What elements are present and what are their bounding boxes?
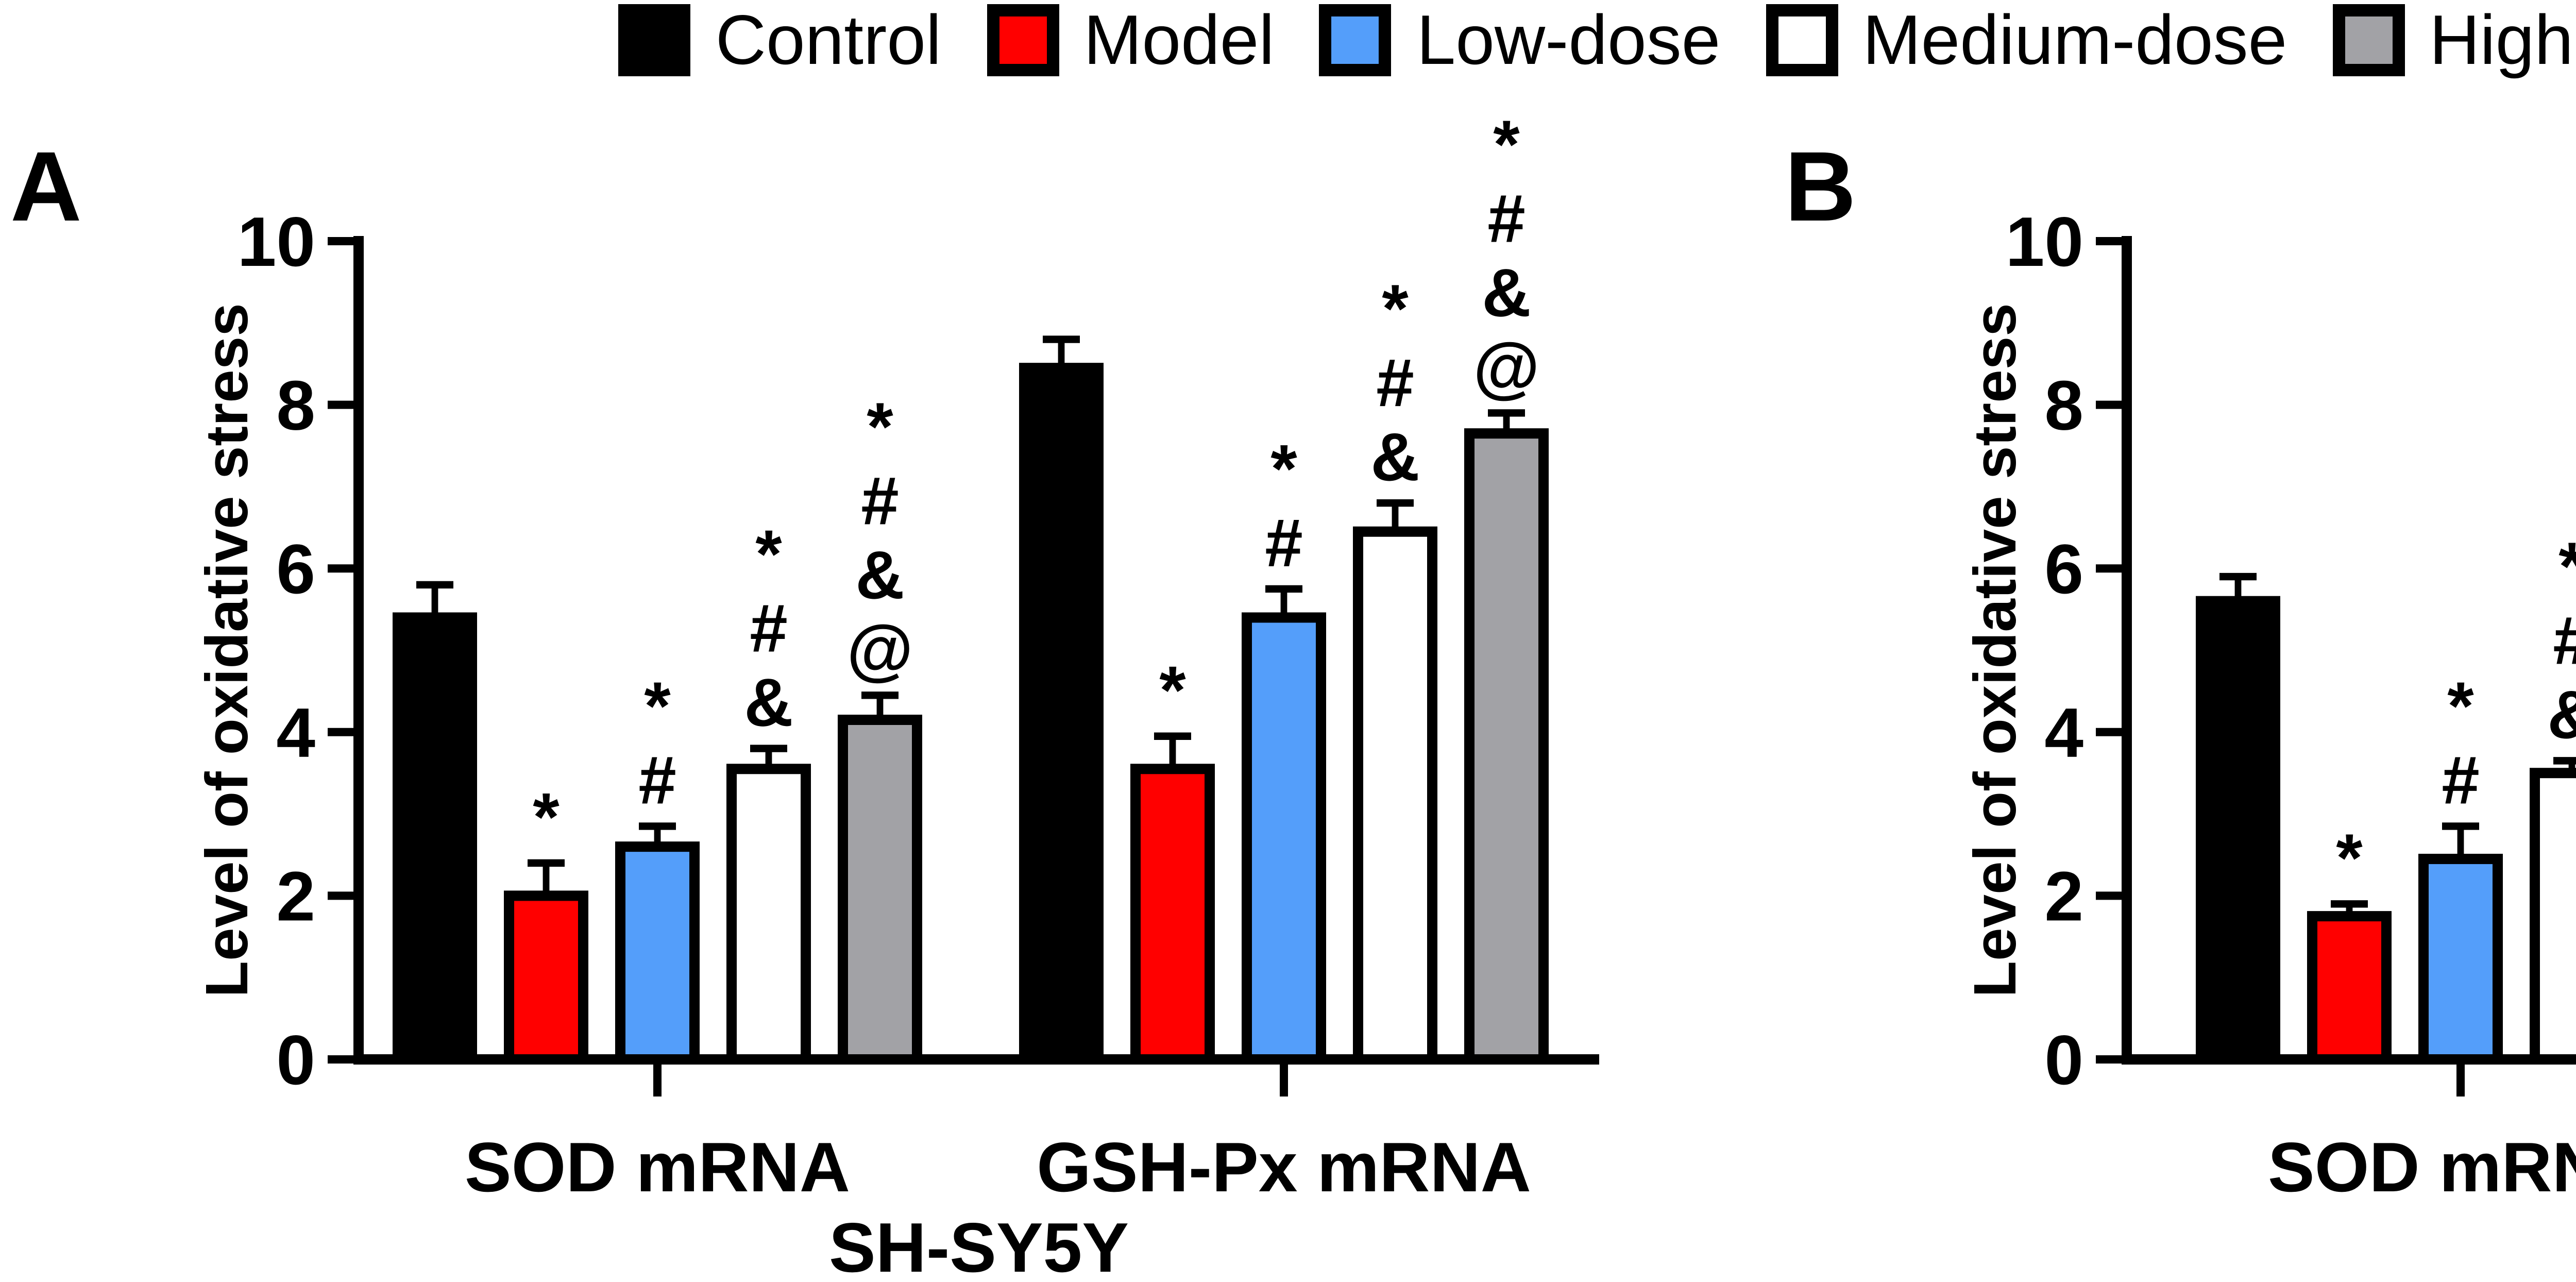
bar-model-gshpx — [1130, 764, 1215, 1065]
significance-symbol: # — [2553, 602, 2576, 678]
significance-symbol: * — [1493, 106, 1520, 182]
error-bar — [2331, 900, 2368, 913]
legend-swatch-icon — [2332, 4, 2405, 76]
legend-item-medium-dose: Medium-dose — [1766, 4, 2287, 76]
bar-control-sod — [2196, 596, 2280, 1065]
legend: Control Model Low-dose Medium-dose High-dose — [0, 4, 2576, 76]
legend-swatch-icon — [987, 4, 1059, 76]
error-bar — [2553, 757, 2576, 769]
significance-symbol: & — [744, 665, 793, 740]
error-bar — [2219, 572, 2257, 597]
y-tick-label: 10 — [2006, 203, 2083, 281]
significance-symbol: * — [755, 516, 782, 592]
bar-low-dose-sod — [615, 841, 700, 1065]
significance-symbol: * — [1159, 652, 1186, 728]
significance-symbol: * — [2447, 668, 2474, 744]
y-tick-label: 2 — [276, 857, 315, 935]
legend-label: High-dose — [2429, 1, 2576, 79]
bar-medium-dose-sod — [2530, 768, 2576, 1065]
y-axis-title: Level of oxidative stress — [193, 303, 260, 997]
error-bar — [639, 822, 676, 843]
y-tick-label: 4 — [276, 694, 315, 772]
category-label: GSH-Px mRNA — [1037, 1128, 1531, 1206]
error-bar — [528, 859, 565, 892]
bar-control-gshpx — [1019, 363, 1104, 1065]
significance-symbol: * — [867, 389, 893, 464]
legend-item-control: Control — [618, 1, 942, 79]
significance-symbol: # — [1265, 505, 1302, 581]
significance-symbol: * — [533, 779, 560, 855]
significance-symbol: * — [2336, 820, 2363, 896]
bar-medium-dose-gshpx — [1353, 526, 1437, 1065]
significance-symbol: * — [2558, 528, 2576, 604]
significance-symbol: @ — [847, 611, 913, 687]
significance-symbol: # — [861, 463, 899, 538]
significance-symbol: @ — [1473, 329, 1540, 404]
legend-item-model: Model — [987, 1, 1275, 79]
bar-control-sod — [393, 612, 477, 1065]
error-bar — [2442, 822, 2479, 855]
significance-symbol: # — [2442, 742, 2479, 818]
significance-symbol: & — [1370, 419, 1419, 495]
y-tick-label: 10 — [238, 203, 315, 281]
error-bar — [1377, 499, 1414, 528]
panel-title: SH-SY5Y — [829, 1208, 1129, 1282]
significance-symbol: # — [638, 742, 676, 818]
error-bar — [1488, 409, 1525, 430]
y-axis-title: Level of oxidative stress — [1961, 303, 2028, 997]
bar-medium-dose-sod — [726, 764, 811, 1065]
significance-symbol: & — [855, 537, 904, 613]
panel-label-a: A — [10, 134, 82, 243]
legend-swatch-icon — [1766, 4, 1838, 76]
y-tick-label: 4 — [2044, 694, 2083, 772]
y-tick-label: 2 — [2044, 857, 2083, 935]
y-tick-label: 0 — [2044, 1021, 2083, 1099]
bar-model-sod — [2307, 911, 2392, 1065]
y-tick-label: 0 — [276, 1021, 315, 1099]
significance-symbol: & — [2547, 677, 2576, 752]
significance-symbol: * — [1382, 271, 1409, 346]
error-bar — [1154, 732, 1191, 765]
legend-label: Model — [1083, 1, 1275, 79]
error-bar — [861, 691, 899, 716]
bar-high-dose-gshpx — [1464, 428, 1549, 1065]
error-bar — [416, 581, 453, 614]
y-tick-label: 6 — [2044, 530, 2083, 608]
legend-item-low-dose: Low-dose — [1319, 1, 1721, 79]
error-bar — [750, 745, 787, 765]
significance-symbol: # — [1487, 180, 1525, 256]
bar-high-dose-sod — [838, 714, 922, 1065]
legend-item-high-dose: High-dose — [2332, 4, 2576, 76]
legend-label: Low-dose — [1416, 1, 1721, 79]
bar-low-dose-sod — [2418, 853, 2503, 1065]
bar-low-dose-gshpx — [1242, 612, 1326, 1065]
error-bar — [1265, 585, 1302, 614]
significance-symbol: * — [644, 668, 671, 744]
legend-label: Control — [715, 1, 942, 79]
significance-symbol: & — [1482, 255, 1531, 330]
legend-swatch-icon — [618, 4, 691, 76]
y-tick-label: 8 — [276, 366, 315, 445]
category-label: SOD mRNA — [465, 1128, 850, 1206]
legend-label: Medium-dose — [1862, 1, 2287, 79]
significance-symbol: * — [1270, 431, 1297, 507]
significance-symbol: # — [750, 591, 787, 666]
panel-label-b: B — [1785, 134, 1856, 243]
significance-symbol: # — [1376, 345, 1414, 420]
y-tick-label: 6 — [276, 530, 315, 608]
category-label: SOD mRNA — [2268, 1128, 2576, 1206]
error-bar — [1043, 335, 1080, 364]
bar-model-sod — [504, 890, 588, 1065]
y-tick-label: 8 — [2044, 366, 2083, 445]
legend-swatch-icon — [1319, 4, 1392, 76]
